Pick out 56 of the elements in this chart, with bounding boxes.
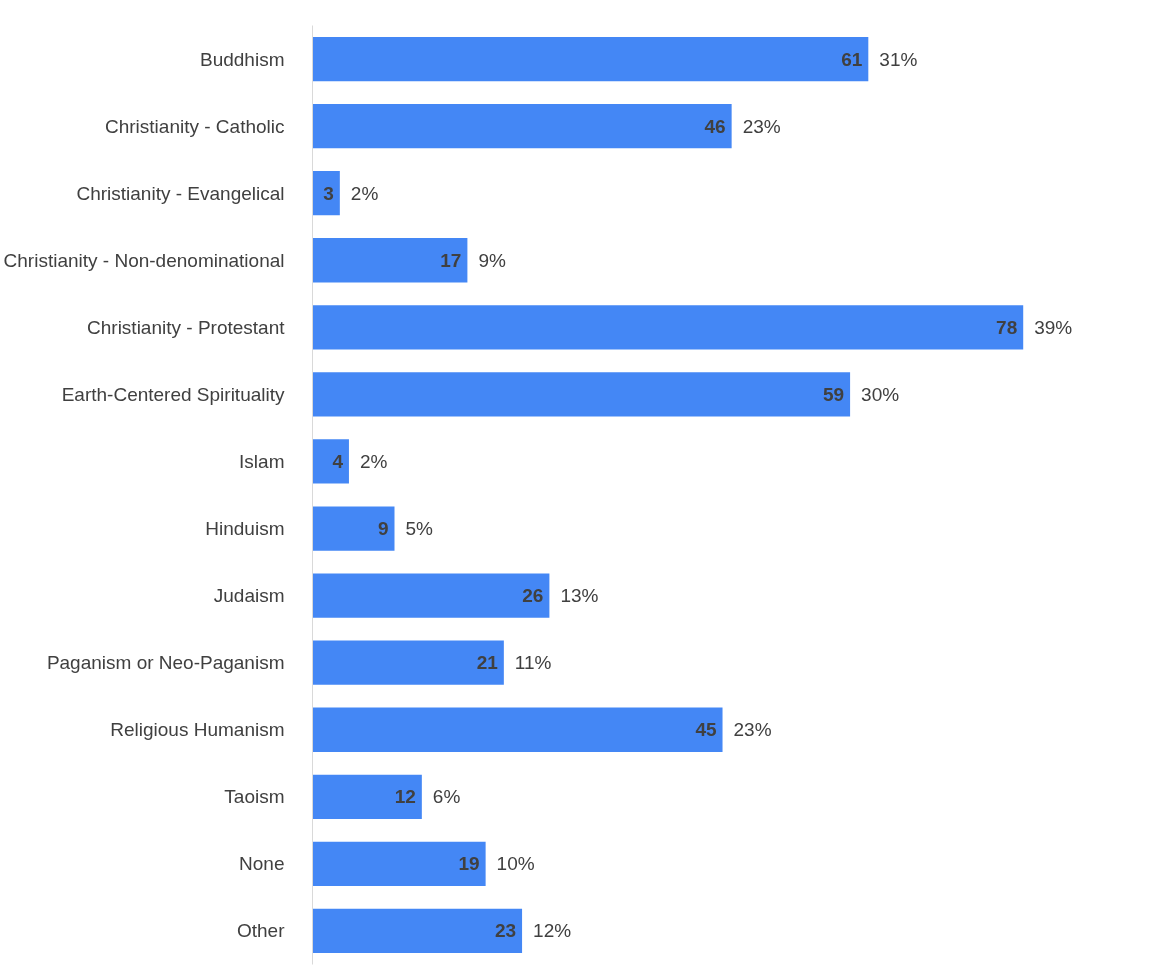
data-label: 3 [323, 182, 334, 204]
data-label: 59 [822, 383, 845, 405]
bar [312, 103, 732, 149]
bar [312, 36, 869, 82]
data-label: 12 [394, 786, 416, 808]
data-label: 61 [841, 48, 863, 70]
data-label: 23 [494, 920, 517, 942]
annotation: 9% [478, 249, 506, 271]
annotation: 30% [861, 383, 900, 405]
y-tick-label: Religious Humanism [110, 719, 285, 741]
annotation: 2% [350, 182, 379, 204]
bar [312, 238, 468, 283]
y-tick-label: Islam [239, 450, 285, 472]
y-tick-label: Christianity - Evangelical [76, 182, 285, 204]
annotation: 10% [496, 853, 535, 875]
annotation: 39% [1034, 316, 1073, 338]
bar [312, 841, 486, 887]
bar [312, 305, 1024, 350]
bar [312, 372, 851, 417]
y-tick-label: Christianity - Catholic [105, 115, 285, 137]
annotation: 23% [742, 115, 781, 137]
y-tick-label: Paganism or Neo-Paganism [46, 652, 285, 674]
annotation: 12% [533, 920, 572, 942]
bar [312, 707, 723, 752]
y-tick-label: Christianity - Non-denominational [3, 249, 285, 271]
y-tick-label: Buddhism [200, 48, 285, 70]
bar [312, 774, 422, 819]
annotation: 2% [359, 450, 388, 472]
y-tick-label: Taoism [224, 786, 285, 808]
data-label: 19 [458, 853, 480, 875]
data-label: 21 [476, 652, 499, 674]
data-label: 46 [704, 115, 726, 137]
bar [312, 908, 523, 954]
bar [312, 640, 504, 685]
annotation: 6% [432, 786, 461, 808]
data-label: 4 [332, 450, 344, 472]
y-tick-label: Other [236, 920, 286, 942]
annotation: 5% [405, 518, 434, 540]
y-tick-label: Judaism [213, 585, 285, 607]
annotation: 23% [733, 719, 772, 741]
bar [312, 171, 340, 216]
annotation: 13% [560, 585, 599, 607]
data-label: 26 [522, 585, 544, 607]
bar [312, 439, 349, 484]
y-tick-label: Hinduism [205, 518, 285, 540]
bar [312, 573, 550, 618]
y-tick-label: Christianity - Protestant [87, 316, 286, 338]
data-label: 78 [996, 316, 1018, 338]
data-label: 17 [440, 249, 462, 271]
bar [312, 506, 395, 551]
data-label: 45 [695, 719, 717, 741]
data-label: 9 [377, 518, 389, 540]
annotation: 11% [514, 652, 552, 674]
y-tick-label: Earth-Centered Spirituality [61, 383, 285, 405]
annotation: 31% [879, 48, 918, 70]
y-tick-label: None [239, 853, 285, 875]
